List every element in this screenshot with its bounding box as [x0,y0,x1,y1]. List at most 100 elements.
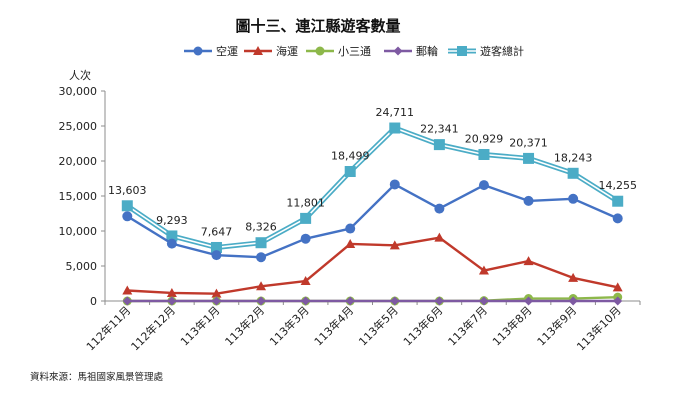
x-tick-label: 112年12月 [128,303,178,353]
data-label: 20,371 [509,136,548,149]
data-label: 11,801 [286,196,325,209]
data-point [389,240,400,250]
y-tick-label: 10,000 [59,225,98,238]
x-tick-label: 113年5月 [356,303,401,348]
y-tick-label: 20,000 [59,155,98,168]
data-point [300,233,311,244]
legend-item-3: 郵輪 [384,44,438,58]
data-point [479,296,489,306]
data-point [345,223,356,234]
y-tick-label: 5,000 [66,260,98,273]
data-point [389,179,400,190]
legend-marker [193,46,203,56]
data-point [255,237,267,249]
data-point [167,296,177,306]
x-tick-label: 113年3月 [266,303,311,348]
legend: 空運 海運 小三通 郵輪 遊客總計 [184,44,524,58]
chart-title: 圖十三、連江縣遊客數量 [235,17,400,35]
data-point [121,200,133,212]
legend-label: 遊客總計 [480,44,524,58]
legend-item-1: 海運 [244,44,298,58]
data-point [433,139,445,151]
data-label: 18,243 [554,151,593,164]
data-label: 7,647 [201,225,233,238]
data-point [122,285,133,295]
legend-item-4: 遊客總計 [448,44,524,58]
series-0 [122,179,623,263]
data-label: 14,255 [598,179,637,192]
y-tick-label: 25,000 [59,120,98,133]
data-point [345,238,356,248]
legend-marker [315,46,325,56]
data-point [122,296,132,306]
legend-item-0: 空運 [184,44,238,58]
series-line-inner [126,127,619,249]
data-label: 13,603 [108,184,147,197]
data-point [122,211,133,222]
data-point [300,212,312,224]
data-point [613,296,623,306]
data-point [211,250,222,261]
data-point [256,252,267,263]
data-point [344,166,356,178]
data-point [478,148,490,160]
data-point [524,296,534,306]
data-point [211,296,221,306]
data-point [478,180,489,191]
data-point [568,296,578,306]
data-point [434,296,444,306]
x-tick-label: 113年6月 [400,303,445,348]
data-point [568,272,579,282]
data-point [390,296,400,306]
data-point [567,167,579,179]
data-point [210,241,222,253]
data-labels: 13,603 9,293 7,647 8,326 11,801 18,499 24,711 2… [108,106,637,238]
series-layer [121,122,624,306]
data-point [166,230,178,242]
data-label: 8,326 [245,221,277,234]
data-point [211,288,222,298]
data-point [523,195,534,206]
data-point [345,296,355,306]
data-point [256,281,267,291]
x-tick-label: 112年11月 [83,303,133,353]
data-point [434,203,445,214]
x-tick-label: 113年7月 [445,303,490,348]
series-1 [122,232,623,298]
data-point [256,296,266,306]
x-tick-label: 113年9月 [534,303,579,348]
series-line [126,183,619,259]
series-4 [121,122,624,253]
data-point [612,195,624,207]
y-axis-unit-label: 人次 [69,68,91,82]
legend-marker [253,46,263,55]
data-point [523,256,534,266]
data-label: 22,341 [420,123,459,136]
data-point [612,213,623,224]
legend-label: 小三通 [338,45,371,58]
data-point [612,282,623,292]
source-note: 資料來源：馬祖國家風景管理處 [30,371,164,383]
data-label: 24,711 [376,106,415,119]
legend-label: 空運 [216,44,238,58]
series-3 [122,296,623,306]
data-point [166,287,177,297]
y-tick-label: 0 [90,295,97,308]
data-point [389,122,401,134]
y-tick-label: 30,000 [59,85,98,98]
legend-label: 海運 [276,44,298,58]
legend-item-2: 小三通 [306,45,371,58]
x-tick-label: 113年1月 [177,303,222,348]
data-point [434,232,445,242]
data-point [478,265,489,275]
data-point [300,276,311,286]
data-point [568,193,579,204]
y-tick-label: 15,000 [59,190,98,203]
data-label: 18,499 [331,150,370,163]
x-tick-label: 113年8月 [489,303,534,348]
data-point [166,238,177,249]
legend-label: 郵輪 [416,44,438,58]
x-tick-label: 113年2月 [222,303,267,348]
